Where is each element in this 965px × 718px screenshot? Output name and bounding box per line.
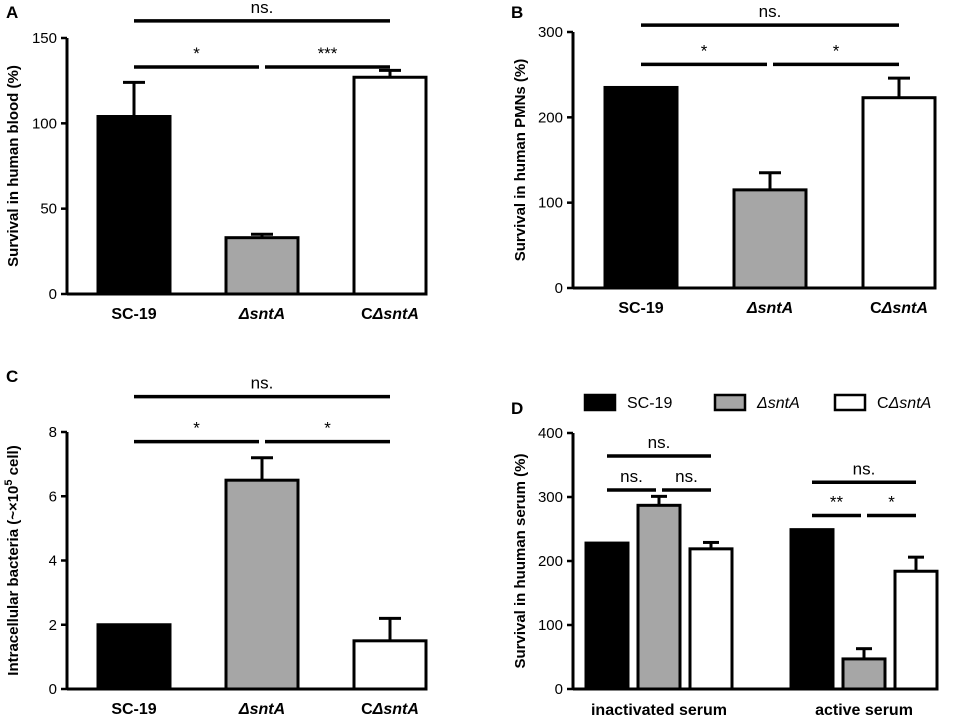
sig-label-b-0: *: [701, 41, 708, 60]
x-category-label-a-2-prefix: C: [361, 306, 373, 323]
sig-label-b-1: *: [833, 41, 840, 60]
y-tick-label-b-0: 0: [555, 280, 563, 297]
panel-label-c: C: [6, 367, 18, 386]
legend-label-prefix-2: C: [877, 395, 889, 412]
legend-label-italic-1: ΔsntA: [756, 395, 800, 412]
legend-swatch-0: [583, 393, 617, 412]
y-axis-title-main-c: Intracellular bacteria (~×10: [5, 486, 22, 676]
sig-label-c-2: ns.: [251, 374, 274, 393]
y-tick-label-c-2: 4: [49, 553, 57, 570]
sig-label-a-1: ***: [318, 44, 338, 63]
sig-label-d-1-1: *: [888, 493, 895, 512]
y-tick-label-d-1: 100: [538, 617, 563, 634]
bar-c-1: [224, 478, 300, 691]
bar-d-1-1: [841, 657, 887, 691]
x-category-label-b-2: CΔsntA: [870, 300, 928, 317]
x-category-label-c-0: SC-19: [111, 701, 156, 718]
bar-c-0: [96, 623, 172, 691]
y-tick-label-a-0: 0: [49, 286, 57, 303]
bar-c-2: [352, 639, 428, 691]
x-group-label-d-0: inactivated serum: [591, 702, 727, 718]
bar-d-1-0: [789, 528, 835, 691]
sig-label-b-2: ns.: [759, 2, 782, 21]
panel-label-b: B: [511, 3, 523, 22]
panel-label-d: D: [511, 399, 523, 418]
y-axis-title-sup-c: 5: [3, 479, 15, 485]
bar-d-0-2: [688, 547, 734, 691]
y-tick-label-b-2: 200: [538, 109, 563, 126]
y-tick-label-c-0: 0: [49, 681, 57, 698]
y-tick-label-b-3: 300: [538, 24, 563, 41]
x-category-label-b-2-prefix: C: [870, 300, 882, 317]
y-axis-title-b: Survival in human PMNs (%): [512, 59, 529, 262]
x-category-label-b-0-text: SC-19: [618, 300, 663, 317]
bar-d-0-1: [636, 503, 682, 691]
panel-label-a: A: [6, 3, 18, 22]
sig-label-a-2: ns.: [251, 0, 274, 17]
x-category-label-c-2-prefix: C: [361, 701, 373, 718]
y-tick-label-d-2: 200: [538, 553, 563, 570]
bar-b-0: [603, 85, 679, 290]
sig-label-d-1-2: ns.: [853, 459, 876, 478]
y-tick-label-a-1: 50: [40, 201, 57, 218]
x-category-label-c-1-italic: ΔsntA: [238, 701, 285, 718]
x-category-label-a-1: ΔsntA: [238, 306, 285, 323]
chart-panel-c: 0 2 4 6 8 Intracellular bacteria (~×105 cell)…: [3, 374, 428, 718]
y-tick-label-d-4: 400: [538, 425, 563, 442]
sig-label-d-1-0: **: [830, 493, 844, 512]
y-tick-label-c-1: 2: [49, 617, 57, 634]
x-category-label-a-2-italic: ΔsntA: [372, 306, 419, 323]
legend-label-text-0: SC-19: [627, 395, 672, 412]
bar-a-0: [96, 115, 172, 296]
x-category-label-b-1-italic: ΔsntA: [746, 300, 793, 317]
legend-label-0: SC-19: [627, 395, 672, 412]
x-category-label-b-0: SC-19: [618, 300, 663, 317]
y-axis-title-c: Intracellular bacteria (~×105 cell): [3, 445, 22, 675]
sig-label-a-0: *: [193, 44, 200, 63]
chart-panel-a: 0 50 100 150 Survival in human blood (%) SC-1…: [5, 0, 428, 323]
bar-d-0-0: [584, 541, 630, 691]
x-category-label-b-1: ΔsntA: [746, 300, 793, 317]
x-group-label-d-1: active serum: [815, 702, 913, 718]
bar-a-1: [224, 236, 300, 296]
legend-label-2: CΔsntA: [877, 395, 931, 412]
x-category-label-a-2: CΔsntA: [361, 306, 419, 323]
legend-swatch-1: [713, 393, 747, 412]
x-category-label-c-2: CΔsntA: [361, 701, 419, 718]
y-tick-label-c-4: 8: [49, 424, 57, 441]
y-tick-label-d-0: 0: [555, 681, 563, 698]
sig-label-c-1: *: [324, 419, 331, 438]
bar-b-2: [861, 96, 937, 290]
y-tick-label-d-3: 300: [538, 489, 563, 506]
y-axis-title-d: Survival in huuman serum (%): [512, 453, 529, 668]
y-tick-label-b-1: 100: [538, 195, 563, 212]
bar-d-1-2: [893, 569, 939, 691]
legend-label-italic-2: ΔsntA: [888, 395, 932, 412]
sig-label-d-0-0: ns.: [620, 467, 643, 486]
chart-panel-b: 0 100 200 300 Survival in human PMNs (%) SC-1…: [512, 2, 937, 317]
sig-label-c-0: *: [193, 419, 200, 438]
y-axis-title-a: Survival in human blood (%): [5, 65, 22, 267]
legend-swatch-2: [833, 393, 867, 412]
legend-label-1: ΔsntA: [756, 395, 800, 412]
y-tick-label-c-3: 6: [49, 488, 57, 505]
y-tick-label-a-3: 150: [32, 30, 57, 47]
x-category-label-a-0-text: SC-19: [111, 306, 156, 323]
sig-label-d-0-1: ns.: [675, 467, 698, 486]
bar-b-1: [732, 188, 808, 290]
y-tick-label-a-2: 100: [32, 115, 57, 132]
chart-panel-d: 0 100 200 300 400 Survival in huuman serum (%…: [512, 393, 939, 718]
x-category-label-c-2-italic: ΔsntA: [372, 701, 419, 718]
y-axis-title-end-c: cell): [5, 445, 22, 479]
sig-label-d-0-2: ns.: [648, 433, 671, 452]
x-category-label-c-1: ΔsntA: [238, 701, 285, 718]
x-category-label-a-1-italic: ΔsntA: [238, 306, 285, 323]
bar-a-2: [352, 75, 428, 296]
x-category-label-c-0-text: SC-19: [111, 701, 156, 718]
x-category-label-b-2-italic: ΔsntA: [881, 300, 928, 317]
x-category-label-a-0: SC-19: [111, 306, 156, 323]
